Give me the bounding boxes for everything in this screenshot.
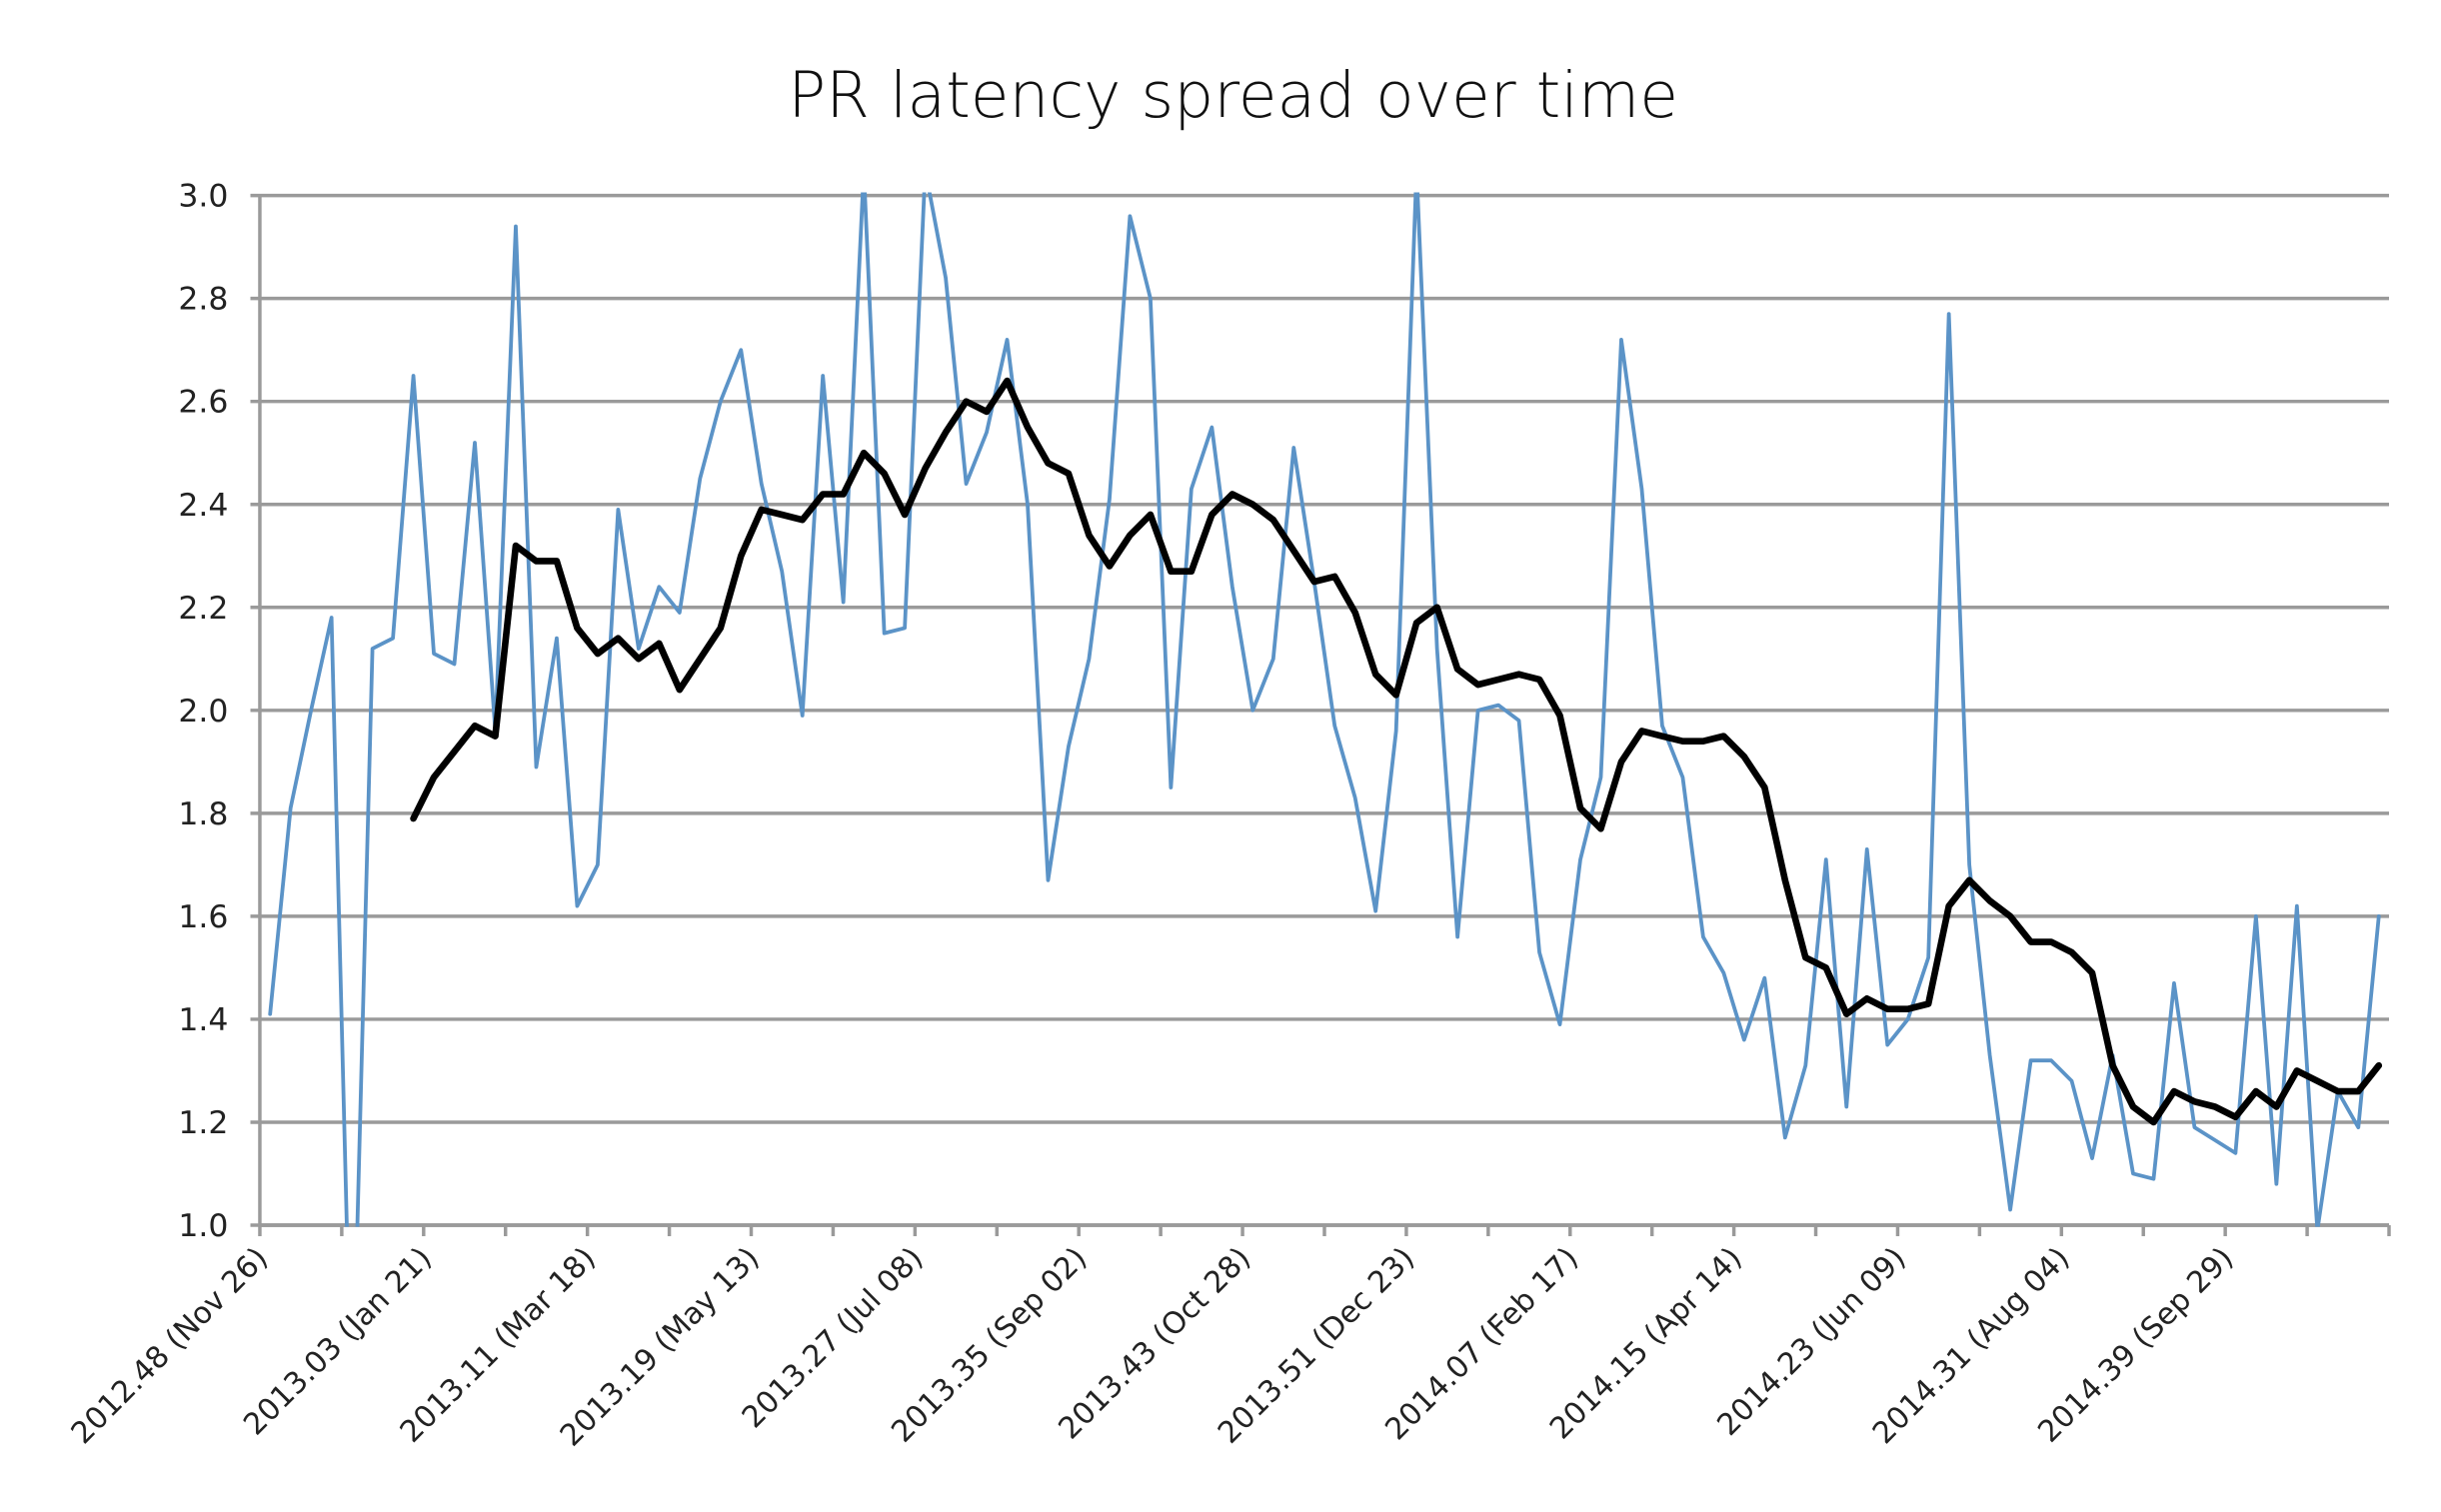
gridlines [250,193,2390,1227]
y-tick-label: 1.8 [178,796,228,832]
y-tick-label: 2.2 [178,591,228,627]
y-tick-label: 2.6 [178,385,228,421]
chart-title: PR latency spread over time [788,59,1678,132]
series-line-weekly [268,192,2381,1227]
y-tick-label: 1.4 [178,1002,228,1038]
y-tick-label: 1.0 [178,1208,228,1244]
series-line-trend [410,377,2383,1126]
series-group [268,192,2383,1227]
y-tick-label: 1.6 [178,899,228,935]
y-tick-label: 1.2 [178,1105,228,1141]
y-tick-label: 2.4 [178,488,228,524]
y-tick-label: 3.0 [178,179,228,215]
y-axis: 1.0 1.2 1.4 1.6 1.8 2.0 2.2 2.4 2.6 2.8 3.0 [178,179,262,1244]
y-tick-label: 2.0 [178,694,228,730]
x-tick-label: 2013.27 (Jul 08) [736,1241,931,1436]
x-axis: 2012.48 (Nov 26)2013.03 (Jan 21)2013.11 … [65,1223,2391,1453]
y-tick-label: 2.8 [178,282,228,318]
